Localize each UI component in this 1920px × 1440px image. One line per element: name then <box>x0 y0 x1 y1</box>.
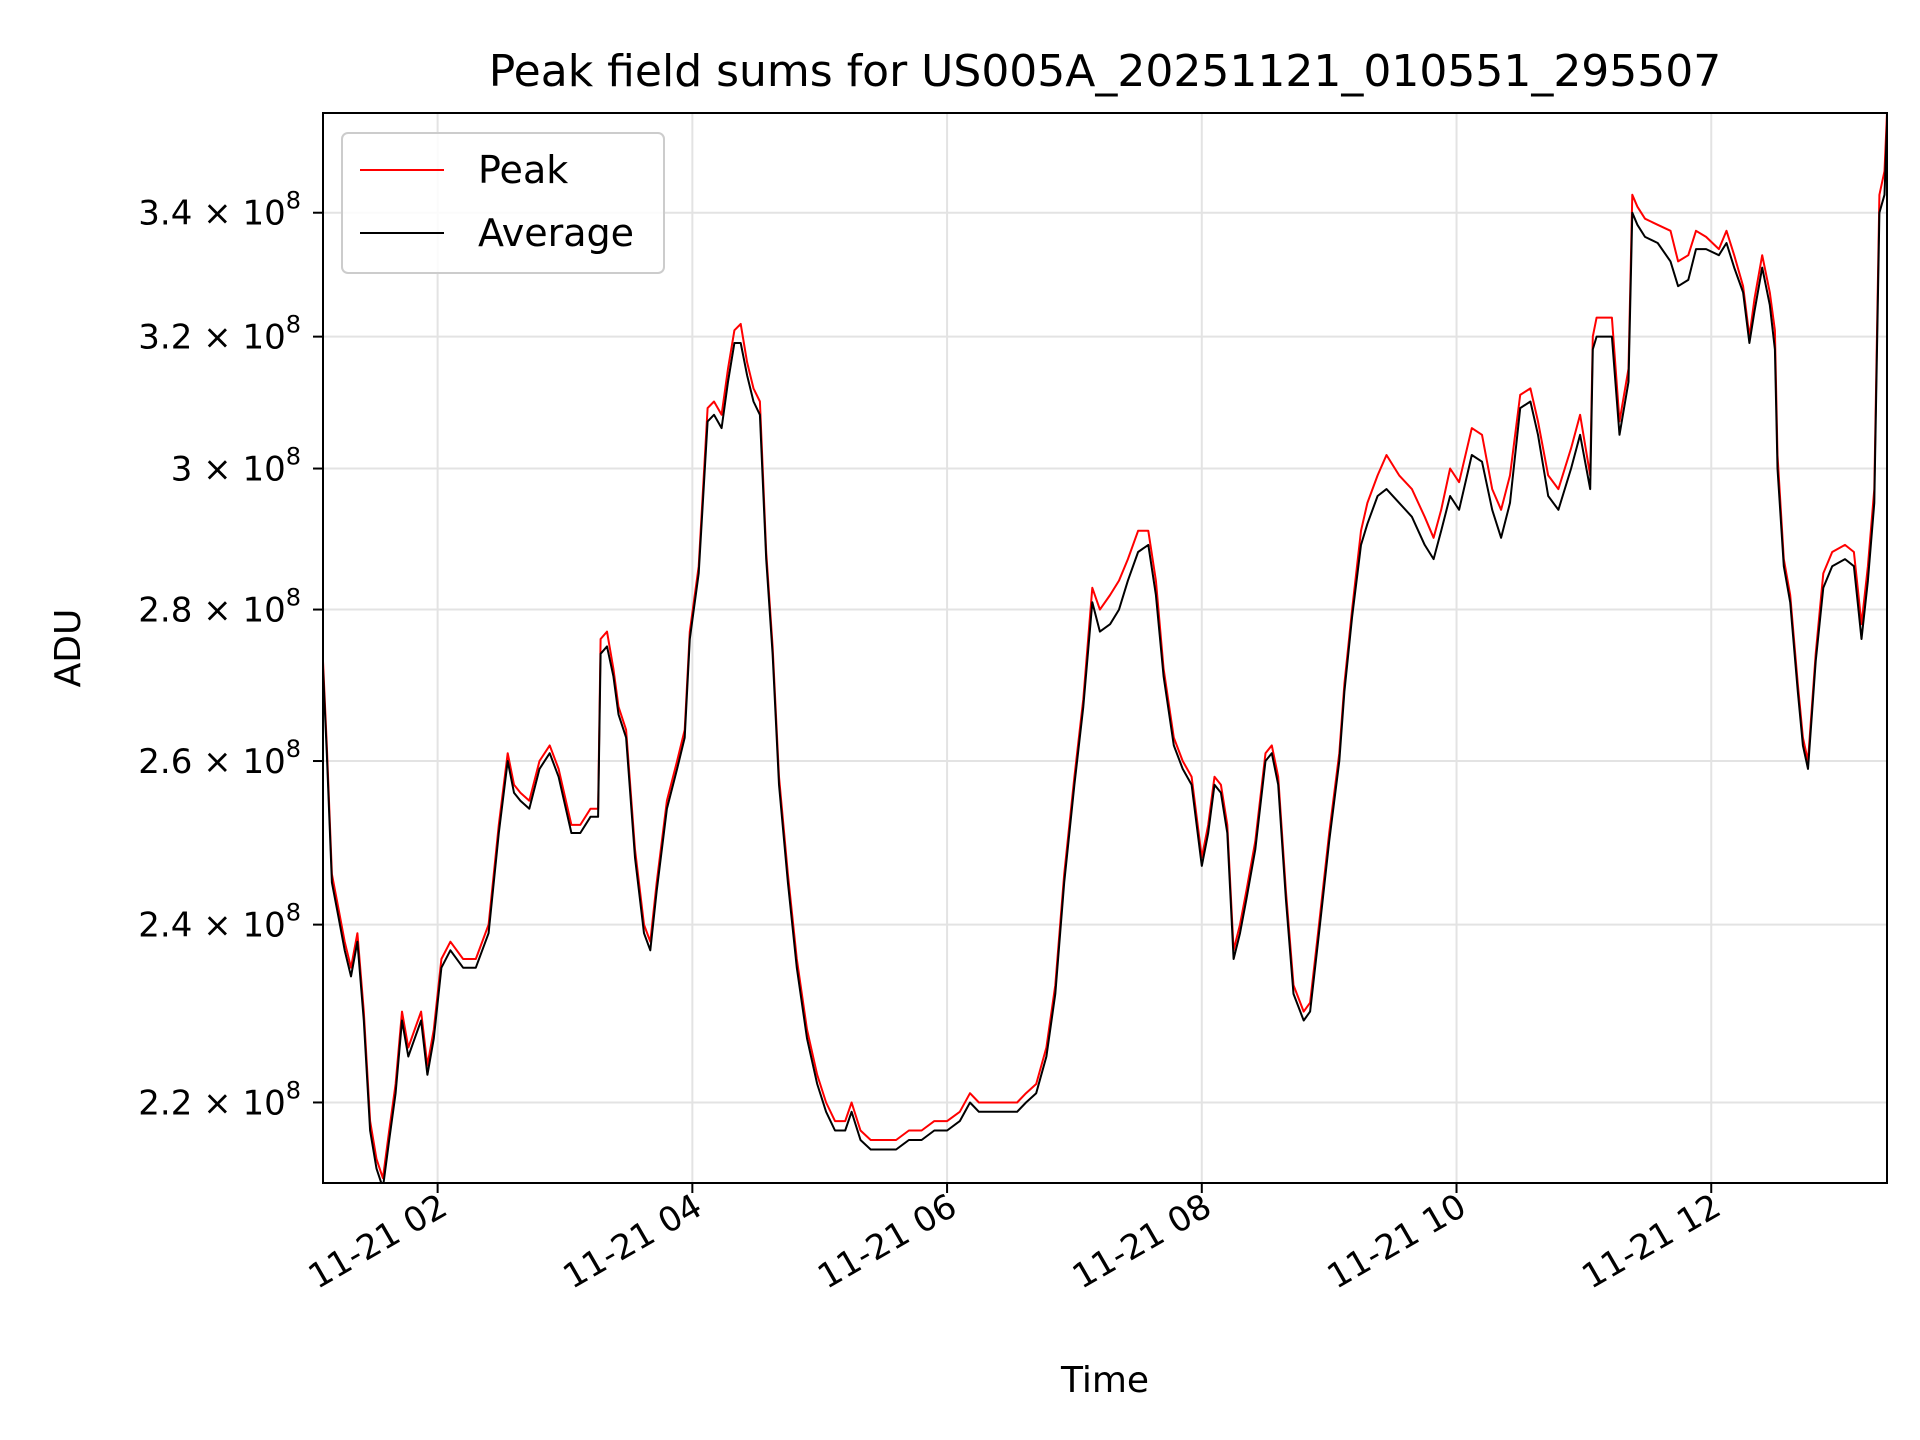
grid <box>323 113 1887 1183</box>
legend-label-average: Average <box>478 211 634 255</box>
plot-frame <box>322 112 1888 1184</box>
y-tick-label: 2.2 × 108 <box>138 1076 301 1123</box>
y-tick-base: 10 <box>242 450 285 490</box>
series-line-peak <box>323 113 1887 1180</box>
legend-label-peak: Peak <box>478 148 568 192</box>
y-tick-label: 2.6 × 108 <box>138 735 301 782</box>
y-axis-title: ADU <box>48 609 89 688</box>
y-tick-exponent: 8 <box>286 311 301 339</box>
x-axis-title: Time <box>1060 1360 1149 1401</box>
y-tick-mantissa: 2.4 × <box>138 906 242 946</box>
y-tick-mantissa: 3 × <box>171 450 243 490</box>
y-tick-label: 3.4 × 108 <box>138 187 301 234</box>
y-tick-base: 10 <box>242 591 285 631</box>
y-tick-exponent: 8 <box>286 584 301 612</box>
legend-box <box>341 132 665 274</box>
y-tick-label: 2.8 × 108 <box>138 584 301 631</box>
legend: Peak Average <box>341 132 665 274</box>
y-tick-mantissa: 2.2 × <box>138 1083 242 1123</box>
y-tick-base: 10 <box>242 194 285 234</box>
y-tick-mantissa: 2.6 × <box>138 742 242 782</box>
y-tick-exponent: 8 <box>286 187 301 215</box>
y-tick-exponent: 8 <box>286 443 301 471</box>
y-tick-exponent: 8 <box>286 1076 301 1104</box>
series-line-average <box>323 124 1887 1183</box>
y-tick-base: 10 <box>242 906 285 946</box>
y-tick-base: 10 <box>242 742 285 782</box>
y-tick-mantissa: 3.4 × <box>138 194 242 234</box>
y-tick-mantissa: 2.8 × <box>138 591 242 631</box>
y-tick-label: 3 × 108 <box>171 443 301 490</box>
chart-title: Peak field sums for US005A_20251121_0105… <box>489 46 1722 97</box>
y-tick-base: 10 <box>242 1083 285 1123</box>
y-tick-exponent: 8 <box>286 735 301 763</box>
y-tick-mantissa: 3.2 × <box>138 318 242 358</box>
y-tick-label: 2.4 × 108 <box>138 899 301 946</box>
y-tick-label: 3.2 × 108 <box>138 311 301 358</box>
y-tick-base: 10 <box>242 318 285 358</box>
series-layer <box>323 113 1887 1183</box>
y-tick-exponent: 8 <box>286 899 301 927</box>
